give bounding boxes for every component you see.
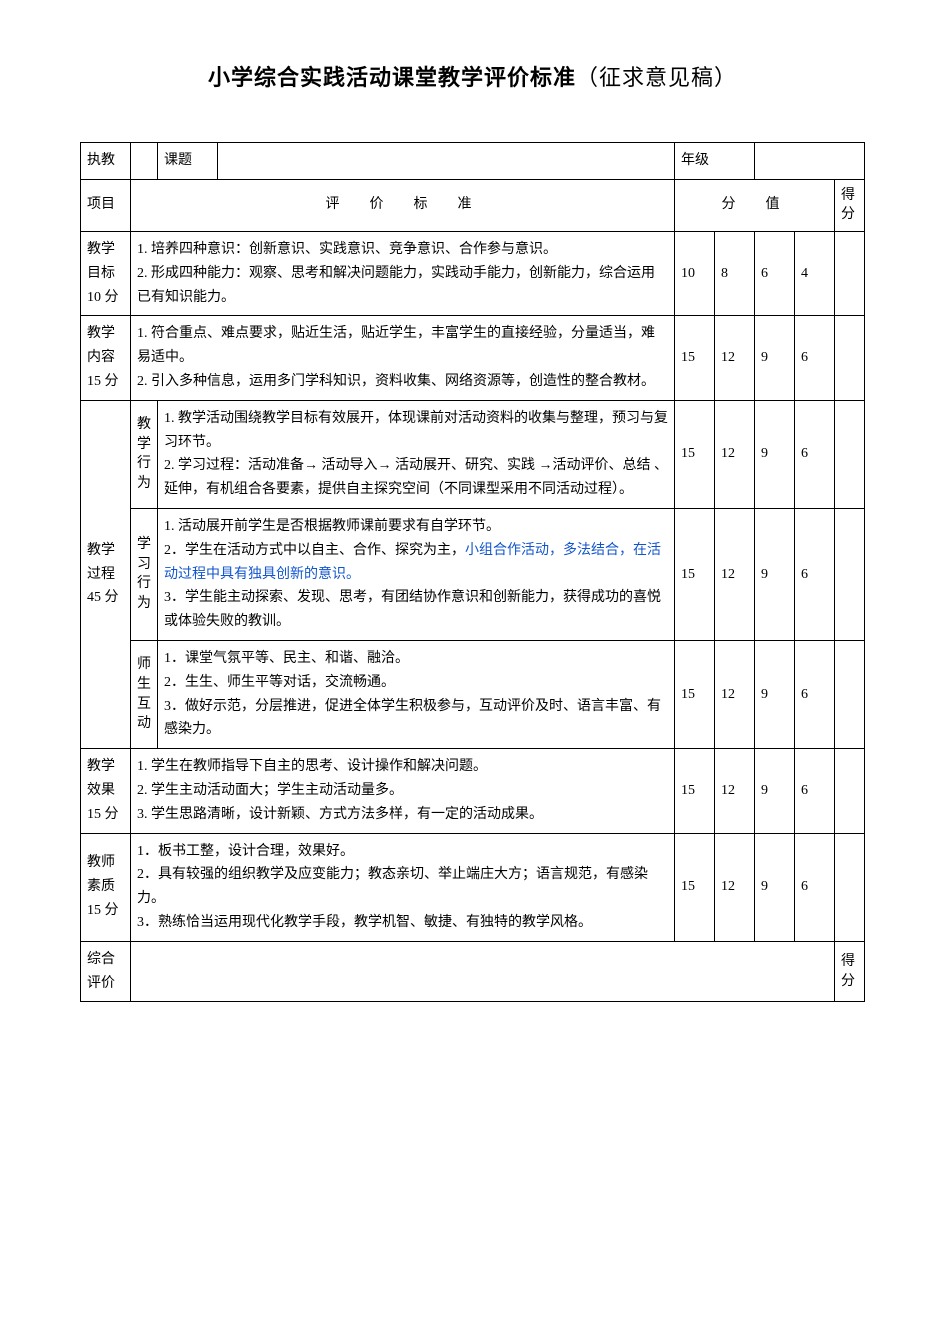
- process-learning-score-1: 12: [715, 508, 755, 640]
- row-effect: 教学效果15 分 1. 学生在教师指导下自主的思考、设计操作和解决问题。 2. …: [81, 749, 865, 833]
- content-score-3: 6: [795, 316, 835, 400]
- page-title: 小学综合实践活动课堂教学评价标准（征求意见稿）: [80, 60, 865, 92]
- effect-score-0: 15: [675, 749, 715, 833]
- goal-criteria: 1. 培养四种意识：创新意识、实践意识、竞争意识、合作参与意识。 2. 形成四种…: [131, 231, 675, 315]
- process-learning-score-0: 15: [675, 508, 715, 640]
- info-row: 执教 课题 年级: [81, 143, 865, 180]
- row-process-teaching: 教学过程45 分 教学行为 1. 教学活动围绕教学目标有效展开，体现课前对活动资…: [81, 400, 865, 508]
- content-criteria: 1. 符合重点、难点要求，贴近生活，贴近学生，丰富学生的直接经验，分量适当，难易…: [131, 316, 675, 400]
- row-process-interaction: 师生互动 1．课堂气氛平等、民主、和谐、融洽。 2．生生、师生平等对话，交流畅通…: [81, 640, 865, 748]
- goal-score-2: 6: [755, 231, 795, 315]
- row-goal: 教学目标10 分 1. 培养四种意识：创新意识、实践意识、竞争意识、合作参与意识…: [81, 231, 865, 315]
- title-main: 小学综合实践活动课堂教学评价标准: [208, 65, 576, 90]
- process-learning-score-2: 9: [755, 508, 795, 640]
- process-interaction-score-1: 12: [715, 640, 755, 748]
- grade-label: 年级: [675, 143, 755, 180]
- process-learning-defen: [835, 508, 865, 640]
- teacher-label: 执教: [81, 143, 131, 180]
- process-teaching-criteria: 1. 教学活动围绕教学目标有效展开，体现课前对活动资料的收集与整理，预习与复习环…: [158, 400, 675, 508]
- effect-project: 教学效果15 分: [81, 749, 131, 833]
- effect-score-3: 6: [795, 749, 835, 833]
- col-project-header: 项目: [81, 179, 131, 231]
- teacher-value: [131, 143, 158, 180]
- col-criteria-header: 评 价 标 准: [131, 179, 675, 231]
- content-score-2: 9: [755, 316, 795, 400]
- summary-project: 综合评价: [81, 941, 131, 1002]
- goal-defen: [835, 231, 865, 315]
- row-quality: 教师素质15 分 1．板书工整，设计合理，效果好。 2．具有较强的组织教学及应变…: [81, 833, 865, 941]
- process-teaching-defen: [835, 400, 865, 508]
- col-defen-header: 得分: [835, 179, 865, 231]
- goal-project: 教学目标10 分: [81, 231, 131, 315]
- goal-score-0: 10: [675, 231, 715, 315]
- process-interaction-criteria: 1．课堂气氛平等、民主、和谐、融洽。 2．生生、师生平等对话，交流畅通。 3．做…: [158, 640, 675, 748]
- process-interaction-score-3: 6: [795, 640, 835, 748]
- col-score-header: 分 值: [675, 179, 835, 231]
- quality-score-1: 12: [715, 833, 755, 941]
- process-teaching-score-1: 12: [715, 400, 755, 508]
- goal-score-1: 8: [715, 231, 755, 315]
- process-learning-score-3: 6: [795, 508, 835, 640]
- process-project: 教学过程45 分: [81, 400, 131, 748]
- process-sub-teaching: 教学行为: [131, 400, 158, 508]
- process-sub-learning: 学习行为: [131, 508, 158, 640]
- quality-criteria: 1．板书工整，设计合理，效果好。 2．具有较强的组织教学及应变能力；教态亲切、举…: [131, 833, 675, 941]
- title-sub: （征求意见稿）: [576, 65, 737, 90]
- topic-value: [218, 143, 675, 180]
- row-content: 教学内容15 分 1. 符合重点、难点要求，贴近生活，贴近学生，丰富学生的直接经…: [81, 316, 865, 400]
- quality-defen: [835, 833, 865, 941]
- effect-defen: [835, 749, 865, 833]
- goal-score-3: 4: [795, 231, 835, 315]
- process-interaction-defen: [835, 640, 865, 748]
- evaluation-table: 执教 课题 年级 项目 评 价 标 准 分 值 得分 教学目标10 分 1. 培…: [80, 142, 865, 1002]
- summary-content: [131, 941, 835, 1002]
- summary-defen: 得分: [835, 941, 865, 1002]
- process-teaching-score-2: 9: [755, 400, 795, 508]
- column-header-row: 项目 评 价 标 准 分 值 得分: [81, 179, 865, 231]
- effect-score-2: 9: [755, 749, 795, 833]
- content-score-1: 12: [715, 316, 755, 400]
- process-teaching-score-0: 15: [675, 400, 715, 508]
- content-defen: [835, 316, 865, 400]
- row-summary: 综合评价 得分: [81, 941, 865, 1002]
- process-learning-criteria: 1. 活动展开前学生是否根据教师课前要求有自学环节。 2．学生在活动方式中以自主…: [158, 508, 675, 640]
- process-interaction-score-0: 15: [675, 640, 715, 748]
- effect-criteria: 1. 学生在教师指导下自主的思考、设计操作和解决问题。 2. 学生主动活动面大；…: [131, 749, 675, 833]
- quality-score-2: 9: [755, 833, 795, 941]
- process-sub-interaction: 师生互动: [131, 640, 158, 748]
- topic-label: 课题: [158, 143, 218, 180]
- effect-score-1: 12: [715, 749, 755, 833]
- process-interaction-score-2: 9: [755, 640, 795, 748]
- row-process-learning: 学习行为 1. 活动展开前学生是否根据教师课前要求有自学环节。 2．学生在活动方…: [81, 508, 865, 640]
- content-score-0: 15: [675, 316, 715, 400]
- grade-value: [755, 143, 865, 180]
- content-project: 教学内容15 分: [81, 316, 131, 400]
- quality-score-0: 15: [675, 833, 715, 941]
- quality-score-3: 6: [795, 833, 835, 941]
- quality-project: 教师素质15 分: [81, 833, 131, 941]
- process-teaching-score-3: 6: [795, 400, 835, 508]
